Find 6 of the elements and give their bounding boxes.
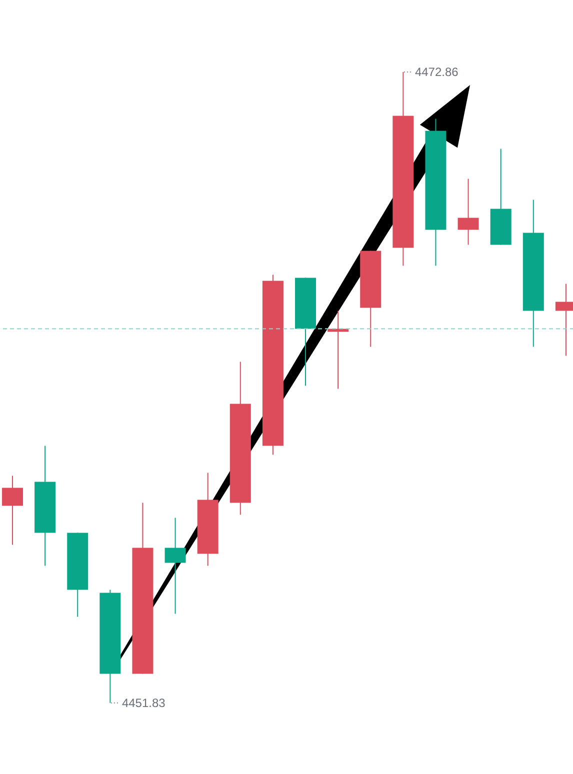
annotation: 4451.83 [122,696,166,710]
candlestick [458,178,479,246]
candlestick [164,517,186,614]
candlestick [2,475,23,546]
candlestick [328,310,349,390]
annotation: 4472.86 [414,65,459,79]
